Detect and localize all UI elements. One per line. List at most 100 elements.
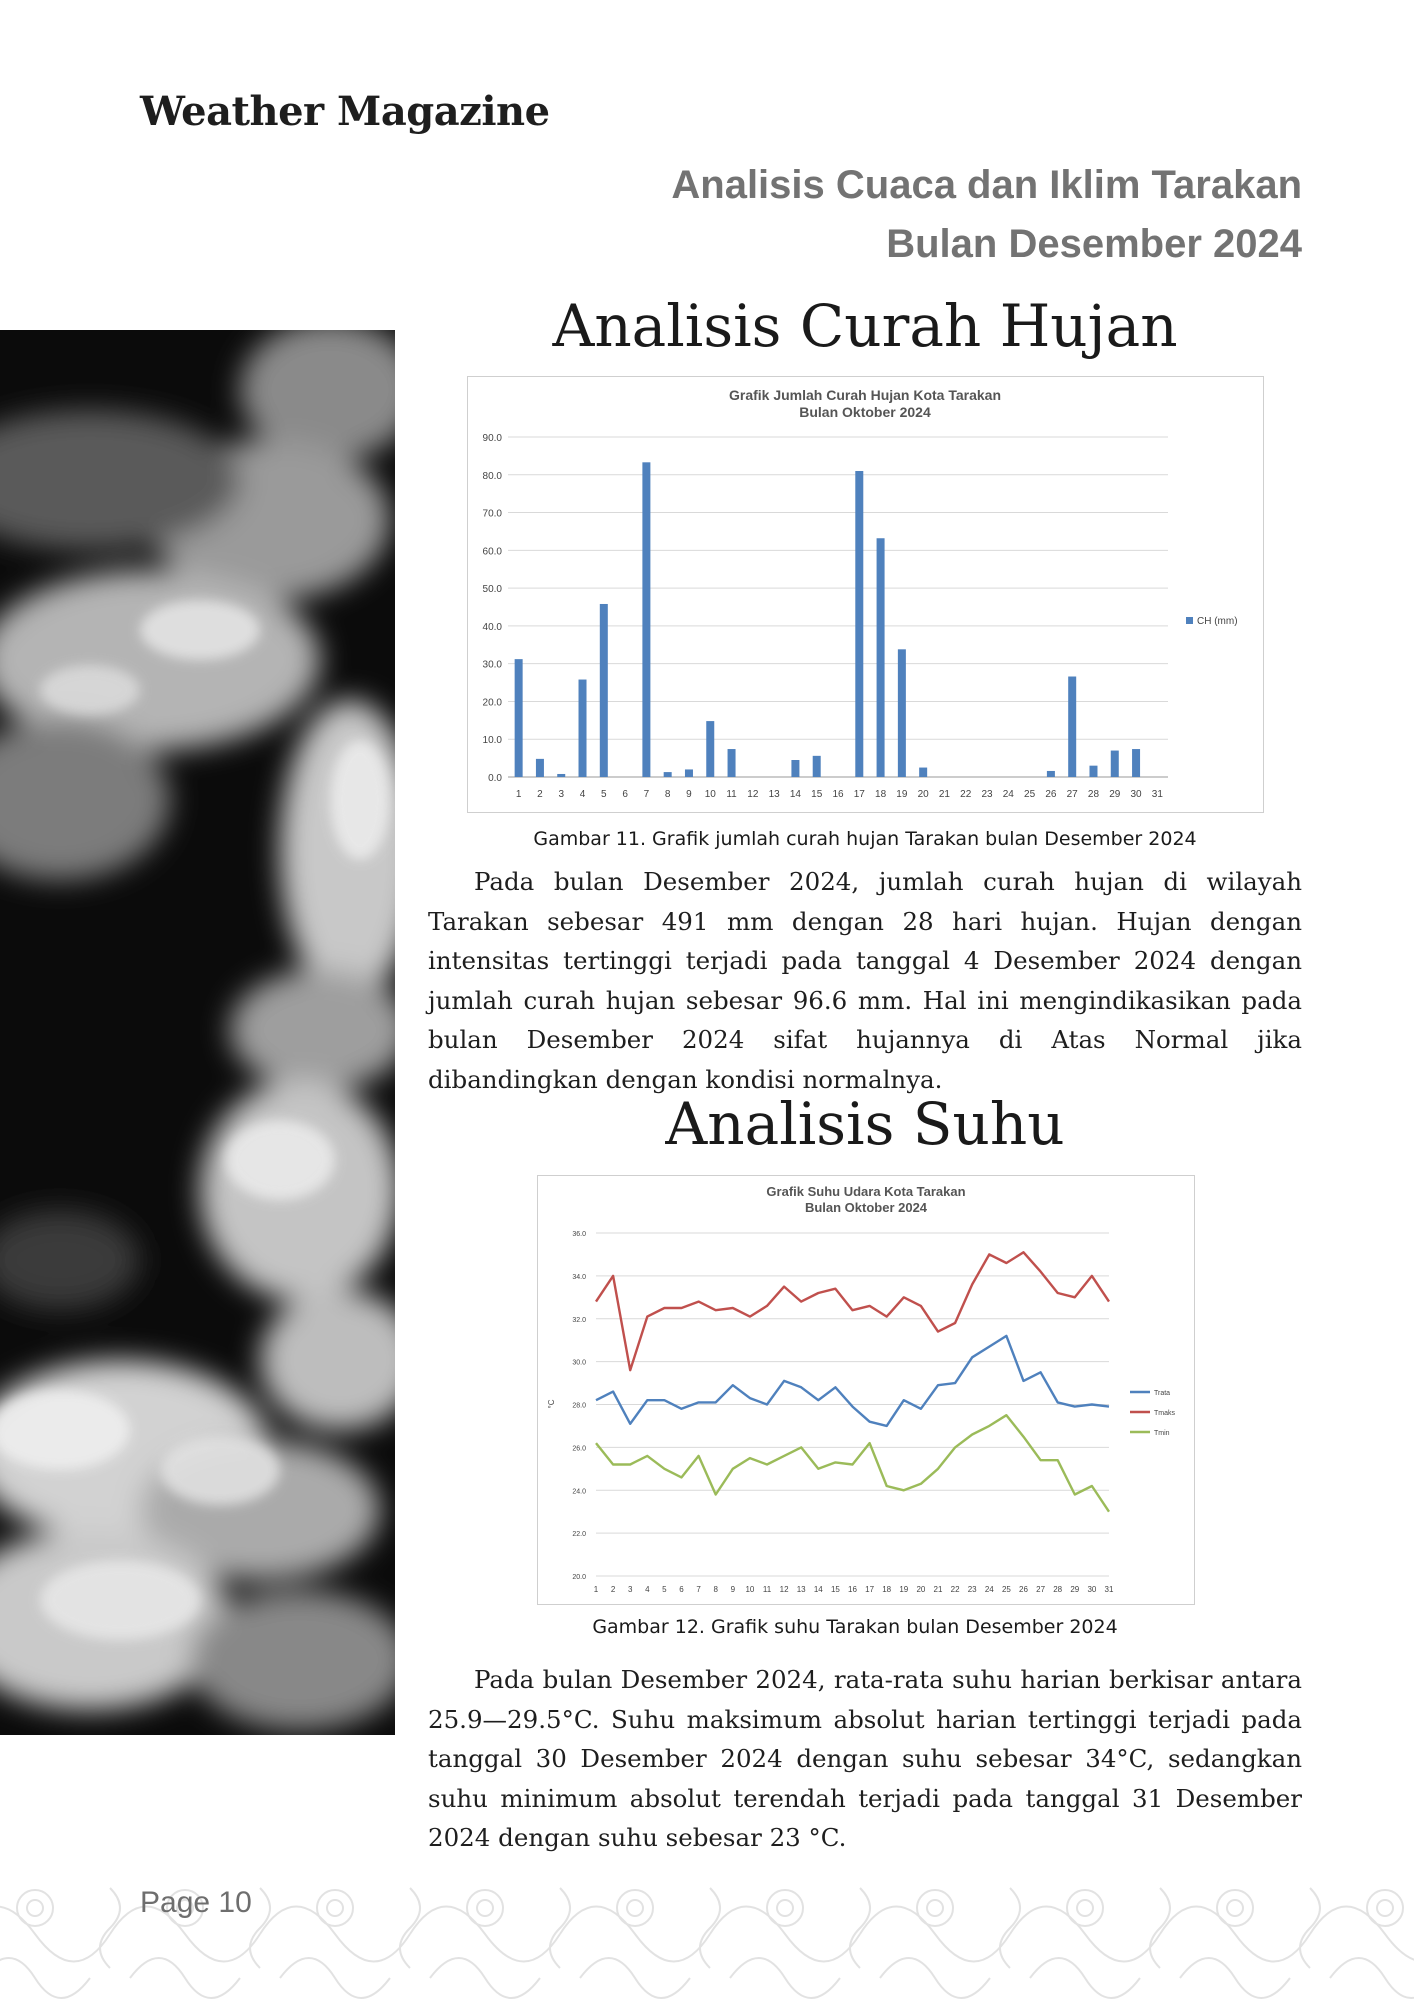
- temp-x-tick-label: 20: [916, 1585, 925, 1594]
- ornament-swirl: [0, 1957, 91, 1999]
- rain-x-tick-label: 7: [644, 789, 650, 800]
- temp-x-tick-label: 25: [1002, 1585, 1011, 1594]
- ornament-swirl: [1299, 1887, 1321, 1969]
- ornament-ring: [326, 1899, 344, 1917]
- rain-chart-subtitle: Bulan Oktober 2024: [799, 404, 931, 420]
- ornament-ring: [466, 1889, 504, 1927]
- temp-line-tmaks: [595, 1251, 1110, 1372]
- ornament-swirl: [1149, 1887, 1171, 1969]
- temp-x-tick-label: 5: [662, 1585, 667, 1594]
- ornament-swirl: [579, 1957, 691, 1999]
- ornament-swirl: [999, 1887, 1021, 1969]
- temp-x-tick-label: 9: [731, 1585, 736, 1594]
- temp-legend-label: Tmin: [1154, 1430, 1170, 1437]
- ornament-swirl: [129, 1957, 241, 1999]
- temp-line-trata: [595, 1334, 1110, 1428]
- ornament-ring: [616, 1889, 654, 1927]
- ornament-swirl: [1329, 1957, 1414, 1999]
- cloud-photo: [0, 330, 395, 1735]
- rain-bar-day-14: [791, 760, 800, 777]
- rain-x-tick-label: 24: [1003, 789, 1015, 800]
- page-number: Page 10: [140, 1886, 252, 1919]
- temp-x-tick-label: 26: [1019, 1585, 1028, 1594]
- ornament-ring: [626, 1899, 644, 1917]
- rain-x-tick-label: 18: [875, 789, 887, 800]
- temp-x-tick-label: 15: [831, 1585, 840, 1594]
- rain-y-tick-label: 60.0: [483, 546, 503, 557]
- rain-bar-day-3: [557, 773, 566, 777]
- temp-y-tick-label: 30.0: [572, 1360, 586, 1367]
- rain-y-tick-label: 10.0: [483, 735, 503, 746]
- temp-x-tick-label: 27: [1036, 1585, 1045, 1594]
- temp-x-tick-label: 1: [594, 1585, 599, 1594]
- temperature-chart-caption: Gambar 12. Grafik suhu Tarakan bulan Des…: [592, 1616, 1118, 1638]
- rain-bar-day-19: [897, 649, 906, 777]
- rain-x-tick-label: 4: [580, 789, 586, 800]
- ornament-ring: [176, 1899, 194, 1917]
- temp-x-tick-label: 24: [985, 1585, 994, 1594]
- magazine-title: Weather Magazine: [140, 88, 550, 135]
- rain-y-tick-label: 70.0: [483, 509, 503, 520]
- rain-x-tick-label: 17: [854, 789, 866, 800]
- temp-x-tick-label: 12: [780, 1585, 789, 1594]
- rain-x-tick-label: 5: [601, 789, 607, 800]
- ornament-swirl: [1179, 1957, 1291, 1999]
- rain-x-tick-label: 27: [1067, 789, 1079, 800]
- ornament-swirl: [1309, 1905, 1414, 1961]
- rain-y-tick-label: 90.0: [483, 433, 503, 444]
- ornament-swirl: [1009, 1905, 1161, 1963]
- rain-x-tick-label: 11: [726, 789, 737, 800]
- ornament-ring: [1366, 1889, 1404, 1927]
- rain-x-tick-label: 20: [918, 789, 930, 800]
- rain-x-tick-label: 30: [1131, 789, 1143, 800]
- ornament-ring: [316, 1889, 354, 1927]
- rain-x-tick-label: 13: [769, 789, 781, 800]
- rain-bar-day-17: [855, 471, 864, 777]
- rain-bar-day-5: [599, 603, 608, 777]
- rainfall-bar-chart: Grafik Jumlah Curah Hujan Kota Tarakan Bu…: [467, 376, 1264, 813]
- temp-y-tick-label: 34.0: [572, 1274, 586, 1281]
- rain-bar-day-7: [642, 462, 651, 777]
- ornament-ring: [166, 1889, 204, 1927]
- temp-x-tick-label: 7: [696, 1585, 701, 1594]
- temp-y-axis-label: °C: [547, 1399, 556, 1408]
- temp-x-tick-label: 31: [1105, 1585, 1114, 1594]
- temp-x-tick-label: 11: [763, 1585, 772, 1594]
- temp-y-tick-label: 28.0: [572, 1403, 586, 1410]
- temp-x-tick-label: 14: [814, 1585, 823, 1594]
- ornament-swirl: [279, 1957, 391, 1999]
- temp-line-tmin: [595, 1413, 1110, 1513]
- rain-section-heading: Analisis Curah Hujan: [552, 292, 1178, 360]
- ornament-swirl: [729, 1957, 841, 1999]
- temp-x-tick-label: 29: [1070, 1585, 1079, 1594]
- rain-x-tick-label: 10: [705, 789, 717, 800]
- temp-x-tick-label: 2: [611, 1585, 616, 1594]
- temp-x-tick-label: 8: [713, 1585, 718, 1594]
- rain-bar-day-4: [578, 679, 587, 777]
- temp-x-tick-label: 19: [899, 1585, 908, 1594]
- rain-y-tick-label: 30.0: [483, 660, 503, 671]
- ornament-ring: [916, 1889, 954, 1927]
- temp-x-tick-label: 13: [797, 1585, 806, 1594]
- rain-x-tick-label: 3: [558, 789, 564, 800]
- rain-y-tick-label: 80.0: [483, 471, 503, 482]
- temperature-section-heading: Analisis Suhu: [665, 1090, 1065, 1158]
- ornament-ring: [16, 1889, 54, 1927]
- rain-chart-title: Grafik Jumlah Curah Hujan Kota Tarakan: [729, 387, 1001, 403]
- temp-y-tick-label: 32.0: [572, 1317, 586, 1324]
- report-title: Analisis Cuaca dan Iklim Tarakan: [671, 163, 1302, 207]
- temperature-line-chart: Grafik Suhu Udara Kota Tarakan Bulan Okto…: [537, 1175, 1195, 1605]
- report-period: Bulan Desember 2024: [886, 222, 1302, 266]
- rain-x-tick-label: 8: [665, 789, 671, 800]
- rain-x-tick-label: 23: [981, 789, 993, 800]
- temp-y-tick-label: 26.0: [572, 1445, 586, 1452]
- ornament-ring: [476, 1899, 494, 1917]
- ornament-swirl: [849, 1887, 871, 1969]
- ornament-swirl: [249, 1887, 271, 1969]
- ornament-ring: [1066, 1889, 1104, 1927]
- temp-y-tick-label: 36.0: [572, 1231, 586, 1238]
- rain-x-tick-label: 26: [1045, 789, 1057, 800]
- ornament-swirl: [99, 1887, 121, 1969]
- ornament-swirl: [559, 1905, 711, 1963]
- rain-bar-day-9: [684, 769, 693, 777]
